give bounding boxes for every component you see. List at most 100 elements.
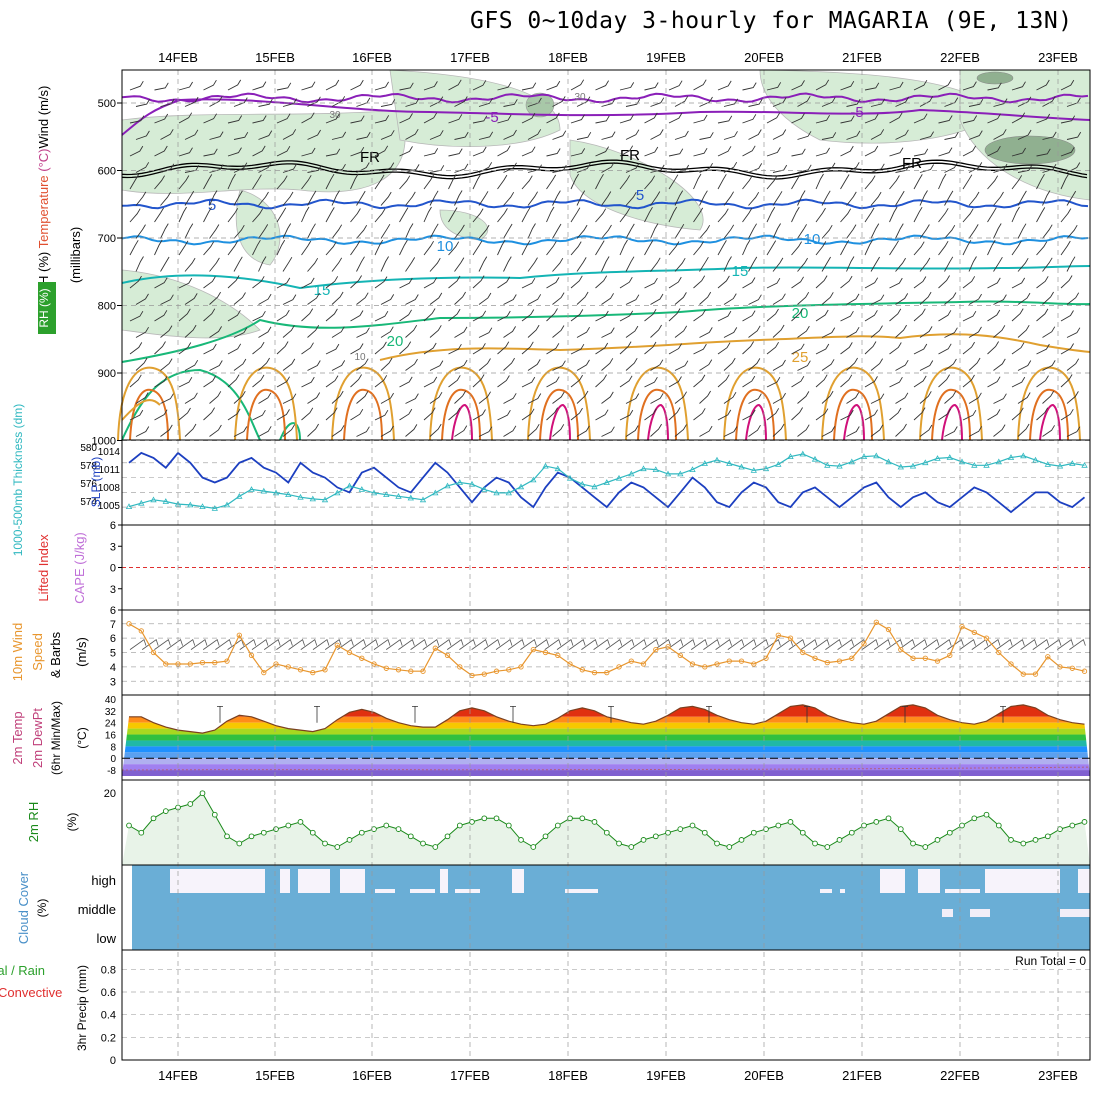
wind-barb	[227, 173, 236, 190]
wind-barb	[846, 392, 860, 404]
rh2m-point	[567, 815, 573, 822]
wind-barb	[252, 174, 262, 190]
wind-barb	[570, 309, 584, 322]
run-total-label: Run Total = 0	[1015, 954, 1086, 968]
wind-barb	[325, 207, 335, 223]
wind-barb	[993, 191, 1004, 206]
contour-label: 25	[792, 349, 809, 366]
temperature-contour	[723, 366, 787, 441]
wind-barb	[252, 145, 266, 157]
wind-barb	[791, 276, 804, 289]
wind10m-barb	[727, 638, 745, 650]
wind-barb	[282, 393, 297, 404]
rh2m-point	[910, 840, 916, 847]
rh2m-point	[946, 829, 953, 836]
temp-band	[122, 764, 1090, 771]
wind10m-barb	[983, 638, 1001, 650]
wind-barb	[748, 325, 761, 338]
temp2m-tick-label: 8	[110, 742, 116, 753]
wind-barb	[423, 308, 436, 322]
wind-barb	[625, 191, 637, 206]
wind-barb	[301, 342, 314, 355]
date-grid: 14FEB 14FEB 15FEB 15FEB 16FEB 16FEB 17FEB 17FEB…	[121, 50, 1091, 1083]
wind-barb	[478, 98, 493, 107]
wind-barb	[203, 148, 218, 157]
wind-barb	[527, 223, 536, 239]
wind10m-barb	[459, 638, 476, 650]
wind-barb	[693, 343, 707, 355]
contour-label: 15	[732, 263, 749, 280]
wind-barb	[625, 256, 635, 272]
contour-label: FR	[360, 149, 380, 166]
wind-barb	[913, 407, 926, 421]
wind-barb	[448, 275, 461, 289]
wind-barb	[178, 308, 191, 322]
wind-barb	[913, 241, 925, 256]
temp2m-axis-label: 2m Temp	[10, 711, 25, 764]
rh2m-point	[812, 840, 818, 847]
wind-barb	[693, 207, 704, 223]
wind-barb	[307, 423, 319, 437]
wind-barb	[178, 206, 187, 223]
wind-barb	[203, 206, 212, 223]
temperature-contour	[279, 422, 301, 441]
wind-barb	[129, 174, 139, 190]
wind-barb	[497, 174, 508, 190]
wind-barb	[478, 358, 491, 371]
wind-barb	[301, 206, 310, 223]
wind-barb	[840, 275, 853, 289]
wind-barb	[919, 291, 932, 305]
wind-barb	[576, 390, 589, 404]
wind-barb	[497, 409, 511, 421]
wind-barb	[723, 357, 736, 371]
chart-title: GFS 0~10day 3-hourly for MAGARIA (9E, 13…	[470, 8, 1073, 34]
wind-barb	[772, 392, 786, 404]
temperature-contour	[549, 403, 571, 441]
wind-barb	[650, 423, 662, 437]
wind-barb	[895, 324, 907, 338]
wind-barb	[742, 277, 756, 289]
wind-barb	[307, 392, 321, 404]
wind-barb	[546, 241, 557, 256]
wind-barb	[527, 393, 542, 404]
wind-barb	[160, 98, 175, 107]
wind-barb	[301, 112, 315, 124]
wind-barb	[742, 114, 757, 124]
temp-band	[122, 728, 1090, 735]
wind-barb	[938, 275, 950, 289]
wind-barb	[307, 190, 317, 206]
wind-barb	[601, 327, 615, 338]
wind-barb	[748, 191, 760, 206]
wind-barb	[160, 325, 173, 338]
wind-barb	[993, 163, 1008, 173]
wind10m-barb	[202, 638, 220, 650]
wind-barb	[1066, 256, 1076, 272]
wind-barb	[203, 241, 215, 256]
wind-barb	[356, 131, 371, 140]
wind-barb	[889, 277, 903, 289]
wind-barb	[1011, 407, 1024, 421]
wind-barb	[160, 256, 170, 272]
minmax-bar	[706, 706, 712, 723]
wind-barb	[919, 257, 931, 272]
rh2m-point	[983, 811, 990, 818]
wind-barb	[625, 223, 635, 239]
wind-barb	[693, 241, 704, 256]
date-label-top: 20FEB	[744, 50, 784, 65]
wind-barb	[840, 310, 854, 322]
wind-barb	[889, 147, 904, 157]
wind-barb	[619, 175, 631, 190]
wind-barb	[325, 173, 335, 190]
temp-band	[122, 746, 1090, 753]
wind-barb	[962, 208, 974, 223]
wind-barb	[472, 80, 487, 91]
wind-barb	[968, 357, 981, 371]
wind-barb	[203, 79, 217, 91]
wind-barb	[1060, 79, 1075, 91]
wind-barb	[864, 341, 877, 355]
wind10m-barb	[764, 638, 781, 650]
wind-barb	[650, 257, 661, 272]
temperature-contour	[931, 388, 971, 441]
wind-barb	[178, 240, 189, 256]
